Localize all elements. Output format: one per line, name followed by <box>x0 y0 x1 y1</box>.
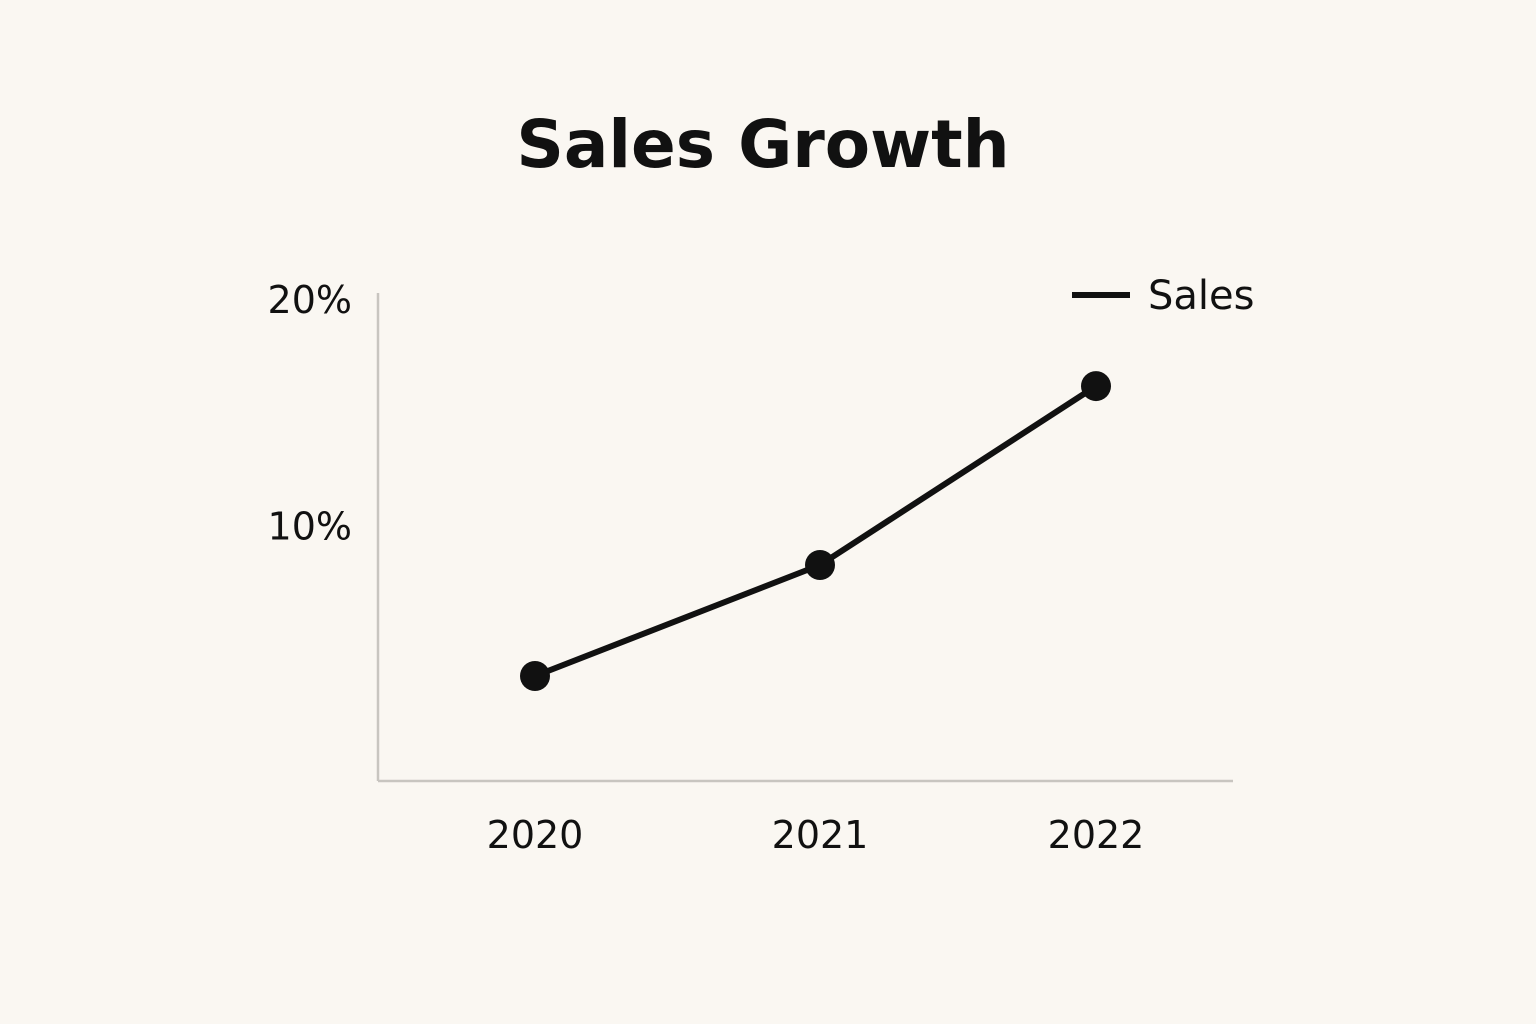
chart-title: Sales Growth <box>516 106 1010 183</box>
x-tick-label: 2020 <box>487 813 584 857</box>
x-tick-labels: 2020 2021 2022 <box>487 813 1145 857</box>
legend: Sales <box>1072 273 1254 319</box>
series-line-sales <box>532 383 1099 679</box>
y-tick-labels: 10% 20% <box>268 278 352 549</box>
legend-label: Sales <box>1148 273 1254 319</box>
x-tick-label: 2021 <box>772 813 869 857</box>
y-tick-label: 10% <box>268 505 352 549</box>
series-layer <box>520 371 1111 691</box>
x-tick-label: 2022 <box>1048 813 1145 857</box>
data-point-2022 <box>1081 371 1111 402</box>
data-point-2020 <box>520 660 550 691</box>
y-tick-label: 20% <box>268 278 352 322</box>
data-point-2021 <box>805 550 835 581</box>
